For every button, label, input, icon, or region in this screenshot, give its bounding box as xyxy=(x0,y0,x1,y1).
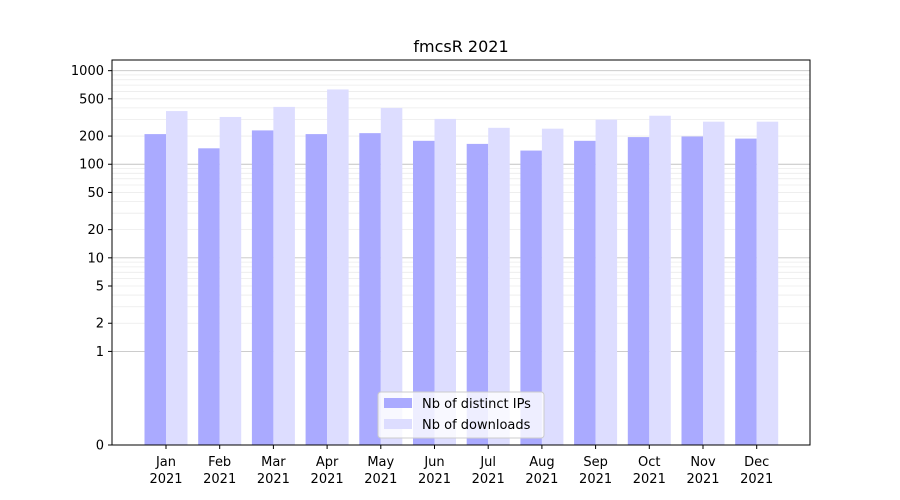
legend-swatch xyxy=(384,398,412,408)
x-tick-label-month: Nov xyxy=(690,455,716,470)
chart-title: fmcsR 2021 xyxy=(413,37,508,56)
bar-downloads xyxy=(703,121,725,446)
y-tick-label: 2 xyxy=(96,317,104,332)
x-tick-label-year: 2021 xyxy=(257,472,290,487)
x-tick-label-month: Jan xyxy=(155,455,176,470)
x-tick-label-year: 2021 xyxy=(472,472,505,487)
x-tick-label-year: 2021 xyxy=(149,472,182,487)
legend-box xyxy=(377,391,545,439)
legend-swatch xyxy=(384,419,412,429)
y-tick-label: 0 xyxy=(96,439,104,454)
y-tick-label: 20 xyxy=(87,223,104,238)
x-tick-label-month: Dec xyxy=(744,455,769,470)
bar-distinct-ips xyxy=(144,134,166,446)
x-tick-label-year: 2021 xyxy=(203,472,236,487)
bar-distinct-ips xyxy=(305,134,328,446)
x-tick-label-month: Sep xyxy=(583,455,608,470)
x-tick-label-year: 2021 xyxy=(525,472,558,487)
bar-distinct-ips xyxy=(198,148,220,446)
y-tick-label: 200 xyxy=(79,130,104,145)
bar-distinct-ips xyxy=(681,136,703,445)
axes: 0 1 2 5 10 20 50 100 200 500 1000 Jan 2021 Feb 2021 Mar… xyxy=(71,59,811,487)
bar-downloads xyxy=(434,118,456,445)
x-tick-label-month: Apr xyxy=(316,455,339,470)
x-tick-label-year: 2021 xyxy=(633,472,666,487)
bar-downloads xyxy=(219,116,242,446)
x-tick-label-month: Jun xyxy=(423,455,444,470)
plot-frame xyxy=(111,59,811,446)
x-tick-label-year: 2021 xyxy=(686,472,719,487)
bar-downloads xyxy=(488,127,510,445)
x-tick-label-year: 2021 xyxy=(418,472,451,487)
x-tick-label-month: Jul xyxy=(479,455,496,470)
bar-distinct-ips xyxy=(359,133,381,446)
y-tick-label: 500 xyxy=(79,92,104,107)
y-tick-label: 10 xyxy=(87,251,104,266)
y-tick-label: 5 xyxy=(96,280,104,295)
bars xyxy=(144,89,779,446)
bar-distinct-ips xyxy=(735,138,757,445)
x-tick-label-year: 2021 xyxy=(579,472,612,487)
bar-downloads xyxy=(273,106,295,445)
x-tick-label-month: Aug xyxy=(529,455,554,470)
bar-downloads xyxy=(595,119,618,446)
bar-distinct-ips xyxy=(251,130,274,446)
x-tick-label-month: Feb xyxy=(208,455,231,470)
legend-label: Nb of downloads xyxy=(422,418,531,433)
y-tick-label: 100 xyxy=(79,158,104,173)
bar-downloads xyxy=(541,128,564,445)
y-tick-label: 50 xyxy=(87,186,104,201)
x-tick-label-year: 2021 xyxy=(364,472,397,487)
bar-downloads xyxy=(380,107,403,446)
x-tick-label-month: May xyxy=(367,455,394,470)
y-tick-label: 1 xyxy=(96,345,104,360)
legend: Nb of distinct IPs Nb of downloads xyxy=(377,391,545,439)
x-tick-label-month: Mar xyxy=(261,455,286,470)
bar-downloads xyxy=(649,115,671,445)
bar-distinct-ips xyxy=(413,140,435,445)
bar-distinct-ips xyxy=(574,140,596,445)
x-tick-label-month: Oct xyxy=(638,455,660,470)
legend-label: Nb of distinct IPs xyxy=(422,397,531,412)
y-tick-label: 1000 xyxy=(71,64,104,79)
bar-downloads xyxy=(327,89,349,446)
bar-distinct-ips xyxy=(627,137,650,445)
x-tick-label-year: 2021 xyxy=(311,472,344,487)
bar-distinct-ips xyxy=(466,143,489,445)
x-tick-label-year: 2021 xyxy=(740,472,773,487)
bar-downloads xyxy=(166,111,188,445)
bar-distinct-ips xyxy=(520,150,542,445)
bar-downloads xyxy=(756,121,779,446)
